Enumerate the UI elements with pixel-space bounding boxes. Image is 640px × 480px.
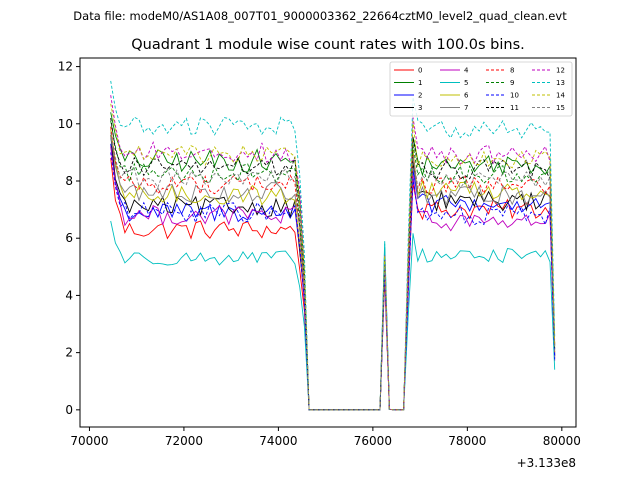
- y-tick-label: 4: [65, 288, 73, 302]
- series-line-13: [110, 80, 556, 411]
- x-tick-label: 72000: [165, 434, 203, 448]
- legend-label-9: 9: [510, 79, 514, 87]
- x-tick-label: 76000: [354, 434, 392, 448]
- y-tick-label: 8: [65, 174, 73, 188]
- legend-label-10: 10: [510, 92, 519, 100]
- legend-label-15: 15: [556, 104, 565, 112]
- series-line-10: [110, 152, 556, 411]
- x-tick-label: 80000: [543, 434, 581, 448]
- legend-label-11: 11: [510, 104, 519, 112]
- series-line-14: [110, 103, 556, 411]
- series-line-7: [110, 135, 556, 411]
- legend-label-14: 14: [556, 92, 565, 100]
- y-tick-label: 6: [65, 231, 73, 245]
- legend-label-6: 6: [464, 92, 469, 100]
- legend-label-2: 2: [418, 92, 422, 100]
- legend-label-8: 8: [510, 67, 514, 75]
- x-axis: 70000 72000 74000 76000 78000 80000: [70, 427, 581, 448]
- series-line-12: [110, 95, 556, 411]
- y-tick-label: 12: [58, 60, 73, 74]
- legend-label-1: 1: [418, 79, 422, 87]
- series-line-15: [110, 132, 556, 411]
- x-tick-label: 74000: [259, 434, 297, 448]
- legend-label-3: 3: [418, 104, 422, 112]
- series-line-2: [110, 143, 556, 411]
- legend-label-4: 4: [464, 67, 469, 75]
- x-offset-label: +3.133e8: [517, 456, 576, 470]
- y-tick-label: 0: [65, 403, 73, 417]
- x-tick-label: 70000: [70, 434, 108, 448]
- legend-label-7: 7: [464, 104, 468, 112]
- series-line-6: [110, 129, 556, 411]
- x-tick-label: 78000: [448, 434, 486, 448]
- figure-suptitle: Data file: modeM0/AS1A08_007T01_90000033…: [73, 9, 567, 23]
- series-line-5: [110, 220, 556, 411]
- legend-label-5: 5: [464, 79, 468, 87]
- y-axis: 0 2 4 6 8 10 12: [58, 60, 80, 417]
- legend-label-0: 0: [418, 67, 422, 75]
- y-tick-label: 2: [65, 346, 73, 360]
- plot-lines: [110, 80, 556, 411]
- plot-frame: [79, 57, 577, 428]
- series-line-3: [110, 135, 556, 411]
- legend-label-13: 13: [556, 79, 565, 87]
- legend-label-12: 12: [556, 67, 565, 75]
- series-line-0: [110, 158, 556, 411]
- legend-box: [389, 61, 573, 117]
- series-line-11: [110, 118, 556, 411]
- chart-title: Quadrant 1 module wise count rates with …: [131, 37, 525, 53]
- y-tick-label: 10: [58, 117, 73, 131]
